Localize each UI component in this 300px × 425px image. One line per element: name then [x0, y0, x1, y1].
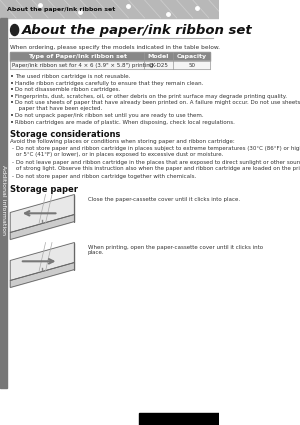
Text: When ordering, please specify the models indicated in the table below.: When ordering, please specify the models…: [10, 45, 220, 50]
Polygon shape: [10, 263, 74, 287]
Text: •: •: [10, 113, 14, 119]
Circle shape: [11, 25, 19, 36]
Text: About the paper/ink ribbon set: About the paper/ink ribbon set: [7, 6, 116, 11]
Text: Model: Model: [148, 54, 169, 59]
Bar: [139, 413, 219, 425]
Text: -: -: [12, 160, 14, 165]
Text: Storage paper: Storage paper: [10, 184, 78, 193]
Text: Close the paper-cassette cover until it clicks into place.: Close the paper-cassette cover until it …: [88, 196, 240, 201]
Text: The used ribbon cartridge is not reusable.: The used ribbon cartridge is not reusabl…: [15, 74, 130, 79]
Text: Do not leave paper and ribbon cartridge in the places that are exposed to direct: Do not leave paper and ribbon cartridge …: [16, 160, 300, 171]
Text: Storage considerations: Storage considerations: [10, 130, 121, 139]
Polygon shape: [10, 195, 74, 232]
Text: •: •: [10, 100, 14, 106]
Text: Additional information: Additional information: [1, 165, 6, 235]
Text: CK-D25: CK-D25: [148, 62, 168, 68]
Text: Do not disassemble ribbon cartridges.: Do not disassemble ribbon cartridges.: [15, 87, 120, 92]
Text: -: -: [12, 146, 14, 151]
Text: •: •: [10, 94, 14, 99]
Polygon shape: [10, 215, 74, 240]
Bar: [10, 61, 210, 69]
Text: •: •: [10, 87, 14, 93]
Bar: [10, 52, 210, 61]
Text: Capacity: Capacity: [177, 54, 207, 59]
Text: Do not unpack paper/ink ribbon set until you are ready to use them.: Do not unpack paper/ink ribbon set until…: [15, 113, 203, 118]
Text: Avoid the following places or conditions when storing paper and ribbon cartridge: Avoid the following places or conditions…: [10, 139, 235, 144]
Text: •: •: [10, 74, 14, 80]
Text: Do not use sheets of paper that have already been printed on. A failure might oc: Do not use sheets of paper that have alr…: [15, 100, 300, 111]
Text: Do not store paper and ribbon cartridge in places subject to extreme temperature: Do not store paper and ribbon cartridge …: [16, 146, 300, 157]
Text: About the paper/ink ribbon set: About the paper/ink ribbon set: [22, 23, 253, 37]
Text: When printing, open the paper-cassette cover until it clicks into
place.: When printing, open the paper-cassette c…: [88, 244, 263, 255]
Polygon shape: [10, 243, 74, 280]
Text: 50: 50: [188, 62, 195, 68]
Bar: [0, 0, 219, 18]
Text: •: •: [10, 119, 14, 125]
Text: •: •: [10, 80, 14, 87]
Text: -: -: [12, 174, 14, 179]
Text: Paper/ink ribbon set for 4 × 6 (3.9" × 5.8") printing: Paper/ink ribbon set for 4 × 6 (3.9" × 5…: [12, 62, 154, 68]
Text: Type of Paper/Ink ribbon set: Type of Paper/Ink ribbon set: [28, 54, 127, 59]
Text: Fingerprints, dust, scratches, oil, or other debris on the print surface may deg: Fingerprints, dust, scratches, oil, or o…: [15, 94, 286, 99]
Text: Ribbon cartridges are made of plastic. When disposing, check local regulations.: Ribbon cartridges are made of plastic. W…: [15, 119, 235, 125]
Bar: [0, 18, 7, 388]
Text: Do not store paper and ribbon cartridge together with chemicals.: Do not store paper and ribbon cartridge …: [16, 174, 196, 179]
Text: Handle ribbon cartridges carefully to ensure that they remain clean.: Handle ribbon cartridges carefully to en…: [15, 80, 203, 85]
